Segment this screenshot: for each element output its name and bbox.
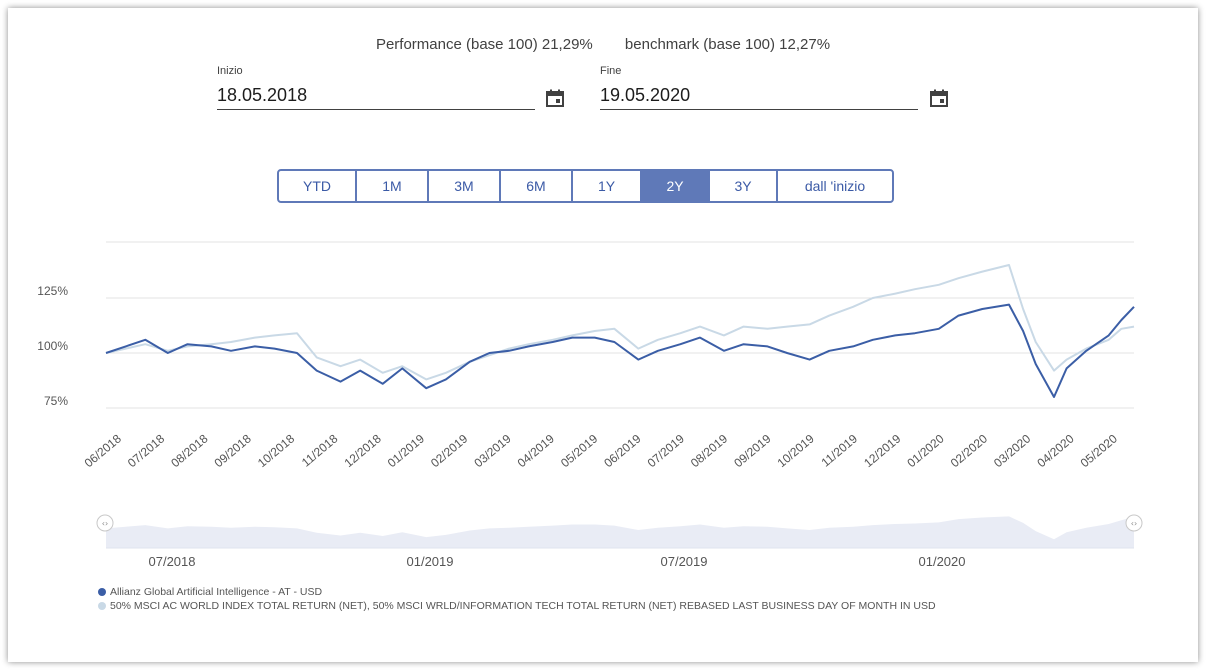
x-tick-label: 04/2019 [515,431,557,470]
x-tick-label: 09/2018 [212,431,254,470]
x-tick-label: 02/2020 [948,431,990,470]
x-tick-label: 12/2019 [861,431,903,470]
navigator-handle-left[interactable] [96,514,114,532]
navigator-x-label: 07/2018 [149,554,196,569]
y-tick-label: 125% [37,284,68,298]
range-button-dallinizio[interactable]: dall 'inizio [804,178,866,194]
x-tick-label: 08/2018 [168,431,210,470]
x-tick-label: 10/2018 [255,431,297,470]
legend-label-fund: Allianz Global Artificial Intelligence -… [110,586,323,598]
calendar-icon[interactable] [546,89,564,107]
performance-chart: 125%100%75%06/2018 07/2018 08/2018 09/2018 1… [37,241,1143,569]
end-date-label: Fine [600,65,622,77]
navigator-handle-right[interactable] [1125,514,1143,532]
start-date-input[interactable]: 18.05.2018 [217,85,535,110]
navigator-area[interactable] [106,516,1134,548]
start-date-field[interactable]: Inizio 18.05.2018 [217,65,535,110]
series-line-benchmark[interactable] [105,264,1135,381]
y-tick-label: 75% [44,394,68,408]
range-button-1y[interactable]: 1Y [573,171,642,201]
calendar-icon[interactable] [930,89,948,107]
x-tick-label: 05/2019 [558,431,600,470]
series-line-fund[interactable] [105,303,1135,398]
x-tick-label: 09/2019 [731,431,773,470]
x-tick-label: 10/2019 [775,431,817,470]
legend: Allianz Global Artificial Intelligence -… [98,585,936,613]
range-button-2y[interactable]: 2Y [642,171,710,201]
x-tick-label: 01/2019 [385,431,427,470]
range-button-1m[interactable]: 1M [357,171,429,201]
legend-dot-fund [98,588,106,597]
range-button-3y[interactable]: 3Y [710,171,778,201]
fund-performance: Performance (base 100) 21,29% [375,36,593,53]
range-selector: YTD 1M 3M 6M 1Y 2Y 3Y dall 'inizio [277,169,894,203]
range-button-3m[interactable]: 3M [429,171,501,201]
end-date-field[interactable]: Fine 19.05.2020 [600,65,918,110]
x-tick-label: 07/2019 [645,431,687,470]
end-date-input[interactable]: 19.05.2020 [600,85,918,110]
navigator-x-label: 01/2020 [919,554,966,569]
x-tick-label: 03/2020 [991,431,1033,470]
start-date-label: Inizio [217,65,243,77]
x-tick-label: 11/2019 [819,431,861,469]
performance-summary: Performance (base 100) 21,29% benchmark … [8,36,1198,53]
x-tick-label: 03/2019 [471,431,513,470]
benchmark-performance: benchmark (base 100) 12,27% [624,36,831,53]
x-tick-label: 01/2020 [904,431,946,470]
navigator-x-label: 01/2019 [407,554,454,569]
x-tick-label: 04/2020 [1034,431,1076,470]
x-tick-label: 12/2018 [342,431,384,470]
x-tick-label: 02/2019 [428,431,470,470]
legend-item-benchmark[interactable]: 50% MSCI AC WORLD INDEX TOTAL RETURN (NE… [98,599,936,613]
legend-label-benchmark: 50% MSCI AC WORLD INDEX TOTAL RETURN (NE… [110,600,936,612]
x-tick-label: 11/2018 [299,431,341,469]
navigator-x-label: 07/2019 [661,554,708,569]
navigator-handle-right-arrows: ‹› [1131,519,1137,528]
x-tick-label: 08/2019 [688,431,730,470]
x-tick-label: 07/2018 [125,431,167,470]
range-button-6m[interactable]: 6M [501,171,573,201]
range-button-ytd[interactable]: YTD [279,171,357,201]
x-tick-label: 06/2019 [601,431,643,470]
legend-item-fund[interactable]: Allianz Global Artificial Intelligence -… [98,585,936,599]
navigator-handle-left-arrows: ‹› [102,519,108,528]
legend-dot-benchmark [98,602,106,611]
x-tick-label: 05/2020 [1078,431,1120,470]
chart-widget: Performance (base 100) 21,29% benchmark … [8,8,1198,662]
y-tick-label: 100% [37,339,68,353]
x-tick-label: 06/2018 [82,431,124,470]
